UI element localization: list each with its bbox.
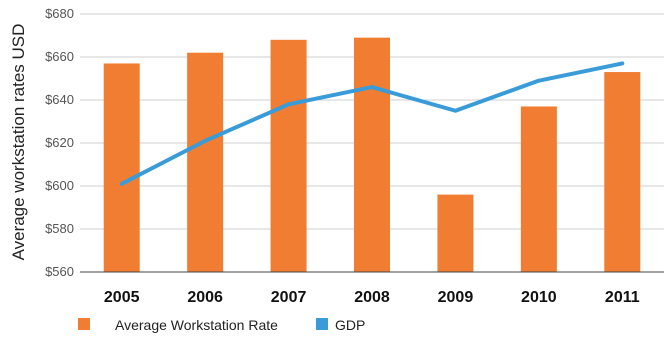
x-axis-ticks: 2005 2006 2007 2008 2009 2010 2011 xyxy=(104,289,640,306)
x-tick-label: 2011 xyxy=(605,289,640,306)
y-tick-label: $620 xyxy=(45,135,74,150)
y-tick-label: $600 xyxy=(45,178,74,193)
bar xyxy=(604,72,641,272)
y-tick-label: $660 xyxy=(45,49,74,64)
y-tick-label: $560 xyxy=(45,264,74,279)
y-axis-label: Average workstation rates USD xyxy=(9,24,28,261)
bar xyxy=(187,52,224,273)
x-tick-label: 2008 xyxy=(354,289,390,306)
x-tick-label: 2005 xyxy=(104,289,140,306)
y-tick-label: $580 xyxy=(45,221,74,236)
x-tick-label: 2007 xyxy=(271,289,307,306)
bar xyxy=(520,106,557,272)
x-tick-label: 2010 xyxy=(521,289,557,306)
x-tick-label: 2006 xyxy=(187,289,223,306)
bar xyxy=(103,63,140,273)
line-series xyxy=(119,61,625,186)
bar xyxy=(354,37,390,273)
y-tick-label: $680 xyxy=(45,6,74,21)
y-tick-label: $640 xyxy=(45,92,74,107)
legend-swatch-gdp xyxy=(316,318,328,330)
bar xyxy=(437,194,474,272)
legend: Average Workstation Rate GDP xyxy=(78,317,365,333)
legend-swatch-workstation-rate xyxy=(78,318,90,330)
legend-label-gdp: GDP xyxy=(335,317,365,333)
bar xyxy=(270,39,307,272)
bar-series xyxy=(103,37,641,273)
y-axis-ticks: $560 $580 $600 $620 $640 $660 $680 xyxy=(45,6,74,279)
x-tick-label: 2009 xyxy=(438,289,474,306)
legend-label-workstation-rate: Average Workstation Rate xyxy=(115,317,278,333)
